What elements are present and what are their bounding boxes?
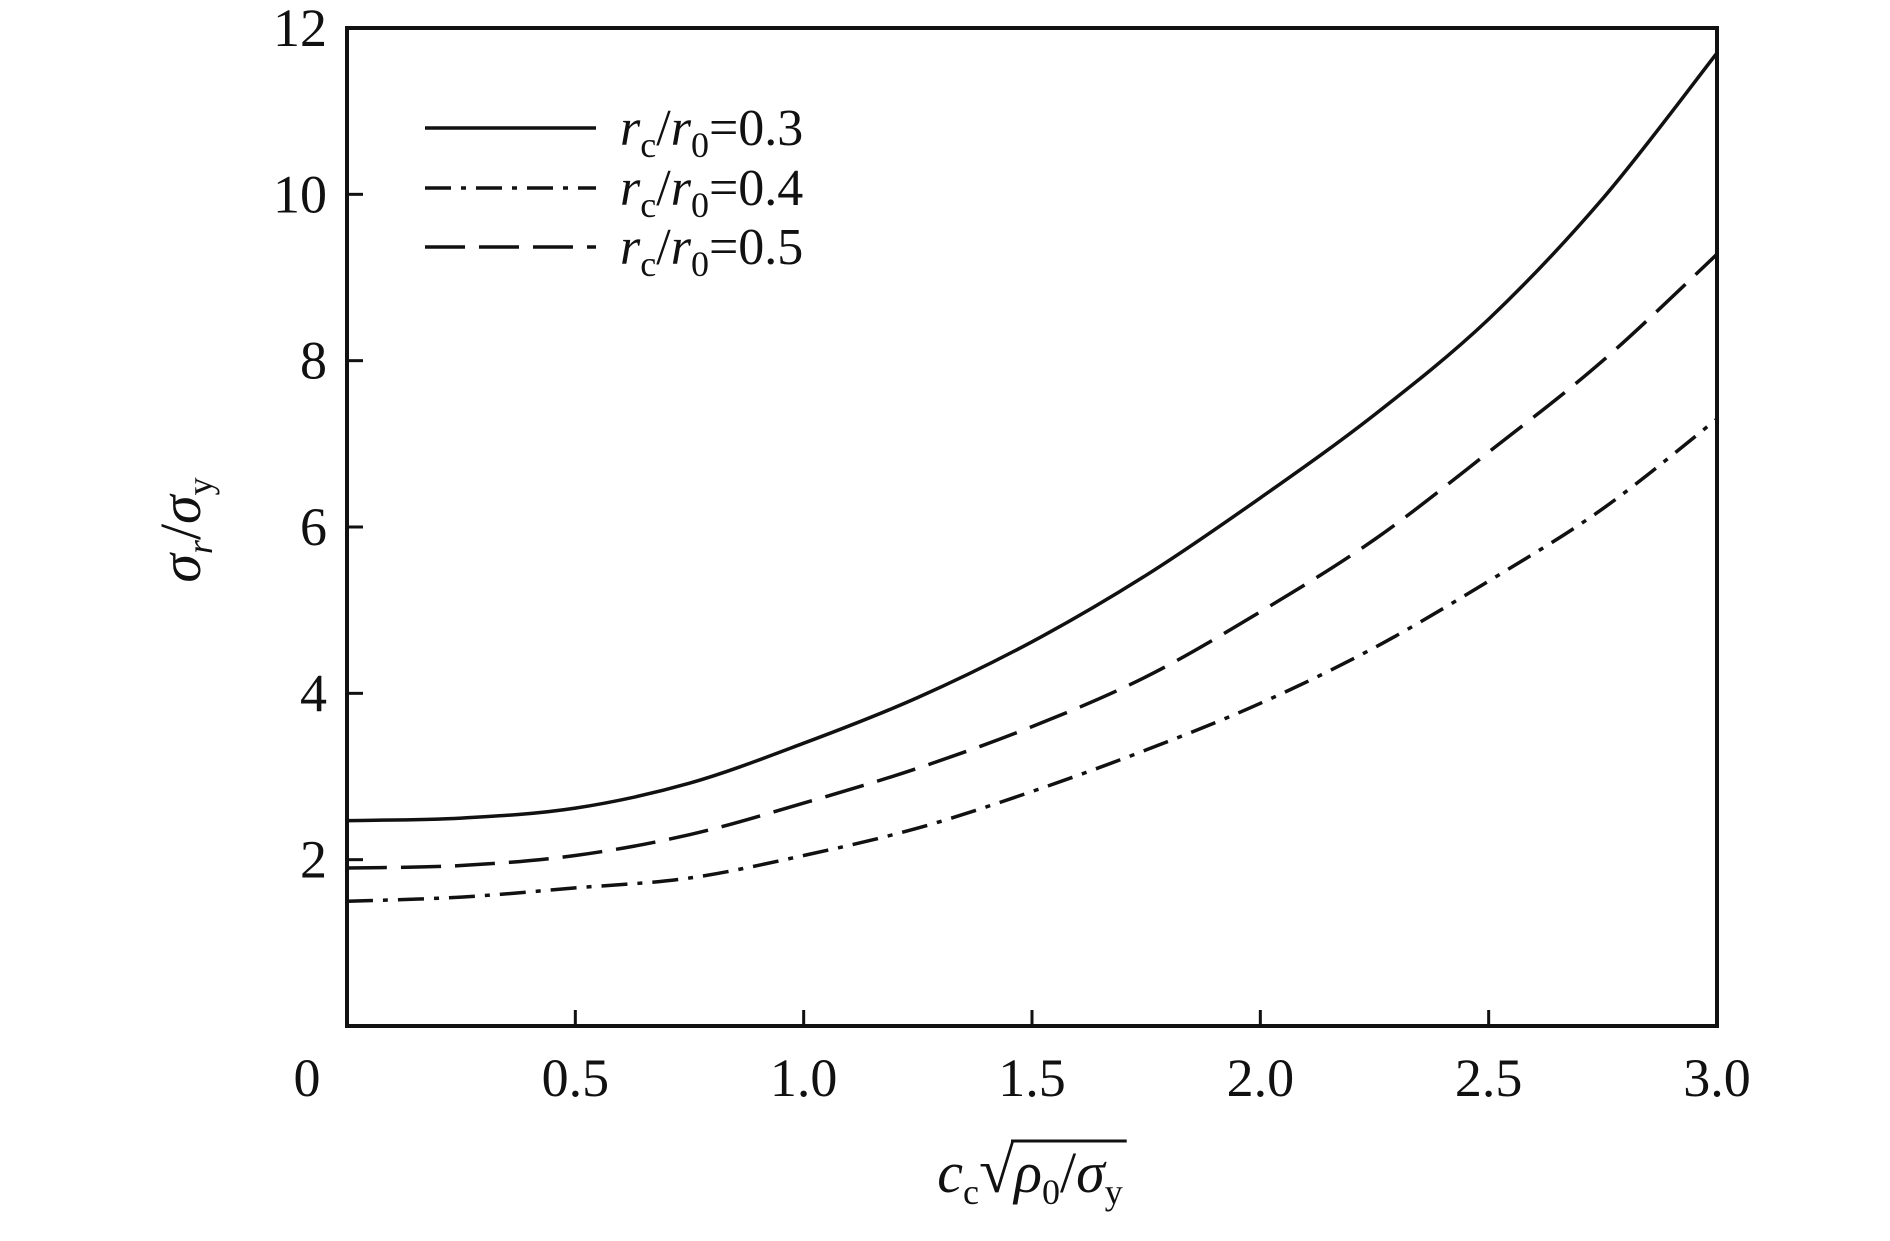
y-axis-title: σr/σy [148,477,220,582]
x-tick-label: 3.0 [1683,1048,1751,1108]
y-tick-label: 2 [300,830,327,890]
legend-label-1: rc/r0=0.3 [620,100,803,165]
x-tick-label: 2.0 [1227,1048,1295,1108]
y-tick-label: 6 [300,497,327,557]
y-tick-label: 10 [273,164,327,224]
x-axis: 0 0.5 1.0 1.5 2.0 2.5 3.0 [294,1010,1751,1108]
y-tick-label: 12 [273,0,327,58]
x-axis-title: cc√ρ0/σy [937,1135,1122,1212]
series-line-2 [346,417,1719,904]
legend: rc/r0=0.3rc/r0=0.4rc/r0=0.5 [425,100,803,284]
series-lines [346,51,1719,904]
plot-frame [345,26,1719,1028]
x-tick-label: 0 [294,1048,321,1108]
series-line-3 [346,252,1719,870]
x-tick-label: 0.5 [542,1048,610,1108]
y-axis: 2 4 6 8 10 12 [273,0,363,890]
y-tick-label: 8 [300,331,327,391]
series-line-1 [346,51,1719,823]
legend-label-2: rc/r0=0.4 [620,160,803,225]
x-tick-label: 1.5 [998,1048,1066,1108]
y-tick-label: 4 [300,663,327,723]
plot-area-border [345,26,1719,1028]
x-tick-label: 1.0 [770,1048,838,1108]
x-tick-label: 2.5 [1455,1048,1523,1108]
legend-label-3: rc/r0=0.5 [620,219,803,284]
